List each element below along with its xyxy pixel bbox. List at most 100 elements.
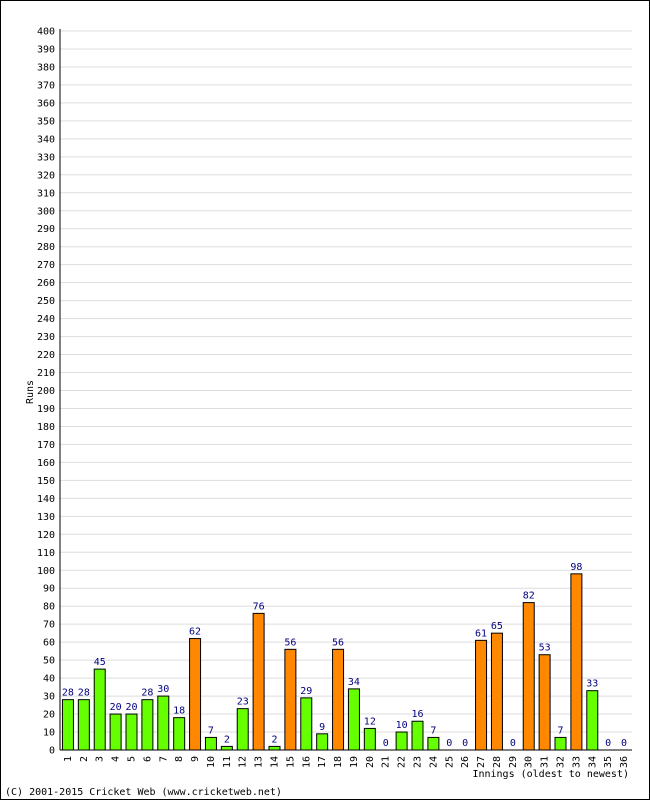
data-label: 0 [621,738,627,749]
y-tick-label: 140 [37,494,55,505]
x-tick-label: 22 [397,756,408,768]
y-tick-labels: 0 10 20 30 40 50 60 70 80 90 100 110 120 130 140 150 160… [37,27,55,757]
bar [236,708,249,751]
x-tick-label: 25 [444,756,455,768]
bar [475,639,488,751]
data-label: 0 [462,738,468,749]
y-tick-label: 210 [37,368,55,379]
bar [268,745,281,751]
data-label: 45 [94,657,106,668]
data-label: 20 [110,702,122,713]
bar [284,648,297,751]
x-tick-label: 35 [603,756,614,768]
x-tick-label: 7 [158,756,169,762]
bar [347,688,360,751]
bar [538,654,551,751]
x-tick-label: 30 [524,756,535,768]
data-label: 28 [141,688,153,699]
y-tick-label: 240 [37,314,55,325]
bar [586,690,599,751]
data-label: 9 [319,722,325,733]
x-tick-label: 18 [333,756,344,768]
y-tick-label: 400 [37,27,55,38]
bar [395,731,408,751]
y-tick-label: 180 [37,422,55,433]
y-tick-label: 220 [37,350,55,361]
bar [300,697,313,751]
data-label: 29 [300,686,312,697]
copyright-footer: (C) 2001-2015 Cricket Web (www.cricketwe… [5,787,282,798]
y-tick-label: 130 [37,512,55,523]
y-tick-label: 30 [43,692,55,703]
bar [125,713,138,751]
data-label: 62 [189,627,201,638]
bar [173,717,186,751]
y-tick-label: 310 [37,188,55,199]
y-tick-label: 190 [37,404,55,415]
x-tick-label: 34 [587,756,598,768]
y-tick-label: 280 [37,242,55,253]
y-tick-label: 370 [37,80,55,91]
y-tick-label: 20 [43,710,55,721]
x-axis-title: Innings (oldest to newest) [472,769,629,780]
bar [252,612,265,751]
data-label: 82 [523,591,535,602]
x-tick-label: 23 [413,756,424,768]
data-label: 20 [125,702,137,713]
y-tick-label: 350 [37,116,55,127]
x-tick-label: 2 [79,756,90,762]
x-tick-labels: 1 2 3 4 5 6 7 8 9 10 11 12 13 14 15 16 17 18 19 20 21 22 23 24 2… [63,756,630,768]
data-label: 16 [411,709,423,720]
x-tick-label: 20 [365,756,376,768]
bar [77,699,90,751]
x-tick-label: 17 [317,756,328,768]
x-tick-label: 1 [63,756,74,762]
data-label: 56 [284,637,296,648]
y-tick-label: 270 [37,260,55,271]
y-tick-label: 90 [43,584,55,595]
bar [109,713,122,751]
x-tick-label: 31 [540,756,551,768]
x-tick-label: 5 [127,756,138,762]
bar [411,720,424,751]
y-tick-label: 380 [37,62,55,73]
data-label: 28 [78,688,90,699]
bar [316,733,329,751]
data-label: 10 [396,720,408,731]
bar [141,699,154,751]
data-label: 0 [446,738,452,749]
x-tick-label: 8 [174,756,185,762]
y-tick-label: 10 [43,728,55,739]
data-label: 61 [475,628,487,639]
bars [61,573,599,751]
data-label: 53 [539,643,551,654]
bar [157,695,170,751]
y-tick-label: 330 [37,152,55,163]
y-tick-label: 40 [43,674,55,685]
y-tick-label: 360 [37,98,55,109]
x-tick-label: 24 [428,756,439,768]
y-tick-label: 160 [37,458,55,469]
y-tick-label: 50 [43,656,55,667]
x-tick-label: 12 [238,756,249,768]
y-tick-label: 300 [37,206,55,217]
bar [570,573,583,751]
y-tick-label: 80 [43,602,55,613]
bar [554,736,567,751]
bar [220,745,233,751]
data-label: 7 [430,725,436,736]
y-tick-label: 0 [49,746,55,757]
data-label: 56 [332,637,344,648]
data-label: 28 [62,688,74,699]
data-label: 2 [271,734,277,745]
x-tick-label: 14 [270,756,281,768]
bar [204,736,217,751]
data-label: 12 [364,716,376,727]
x-tick-label: 9 [190,756,201,762]
data-label: 0 [510,738,516,749]
x-tick-label: 29 [508,756,519,768]
x-tick-label: 6 [142,756,153,762]
y-tick-label: 60 [43,638,55,649]
x-tick-label: 26 [460,756,471,768]
